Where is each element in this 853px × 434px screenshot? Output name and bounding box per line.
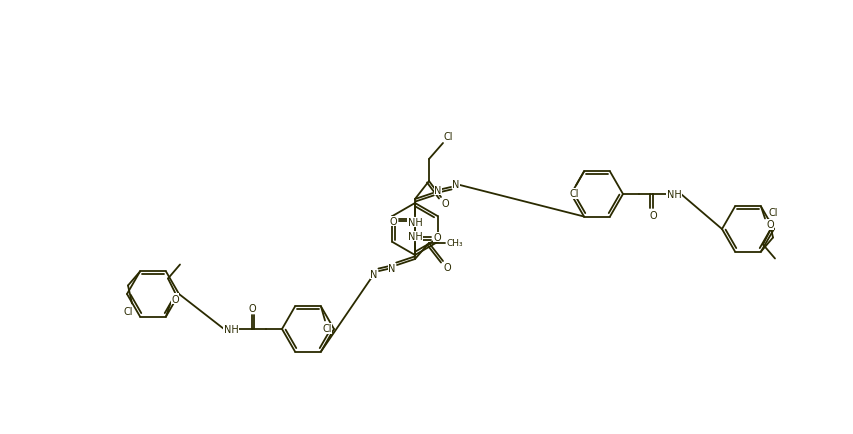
Text: NH: NH [407,231,422,241]
Text: NH: NH [407,217,422,227]
Text: N: N [434,186,441,196]
Text: O: O [441,198,449,208]
Text: Cl: Cl [443,132,452,141]
Text: O: O [171,294,178,304]
Text: O: O [648,210,656,220]
Text: Cl: Cl [768,207,777,217]
Text: N: N [388,263,395,273]
Text: O: O [765,220,773,230]
Text: CH₃: CH₃ [446,239,463,248]
Text: O: O [443,263,450,273]
Text: Cl: Cl [322,324,331,334]
Text: O: O [389,217,397,227]
Text: O: O [248,303,256,313]
Text: NH: NH [223,324,238,334]
Text: N: N [370,270,377,279]
Text: Cl: Cl [123,307,132,317]
Text: O: O [432,233,440,243]
Text: Cl: Cl [569,189,578,199]
Text: N: N [452,180,459,190]
Text: NH: NH [666,190,681,200]
